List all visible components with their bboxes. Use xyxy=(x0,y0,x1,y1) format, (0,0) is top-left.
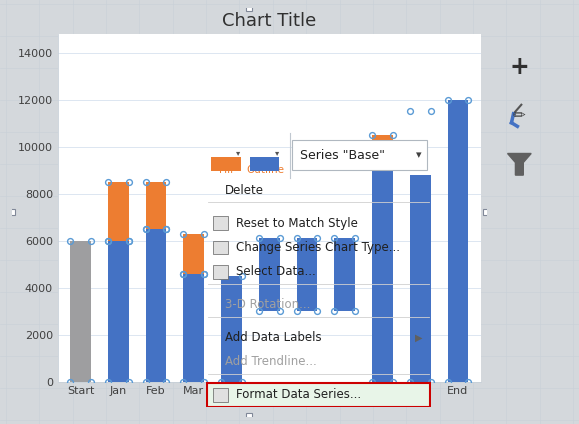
Bar xyxy=(214,265,228,279)
Bar xyxy=(250,157,279,171)
Text: +: + xyxy=(510,55,529,79)
Text: ▶: ▶ xyxy=(415,332,422,343)
Bar xyxy=(410,175,431,382)
Polygon shape xyxy=(508,153,531,175)
Bar xyxy=(214,388,228,402)
Bar xyxy=(372,135,393,165)
Bar xyxy=(221,276,242,382)
Text: Outline: Outline xyxy=(247,165,284,175)
Text: ✏: ✏ xyxy=(513,108,526,123)
Text: Format Data Series...: Format Data Series... xyxy=(236,388,361,402)
Bar xyxy=(108,241,129,382)
Text: Reset to Match Style: Reset to Match Style xyxy=(236,217,358,230)
Text: ▾: ▾ xyxy=(274,148,279,157)
Bar xyxy=(372,165,393,382)
Bar xyxy=(207,383,430,407)
Bar xyxy=(108,182,129,241)
Bar xyxy=(448,100,468,382)
Text: Change Series Chart Type...: Change Series Chart Type... xyxy=(236,241,400,254)
Text: 3-D Rotation...: 3-D Rotation... xyxy=(225,298,310,311)
Title: Chart Title: Chart Title xyxy=(222,11,316,30)
Bar xyxy=(184,234,204,273)
Bar xyxy=(146,182,166,229)
Bar xyxy=(296,238,317,311)
Text: ▾: ▾ xyxy=(416,150,422,160)
Text: Select Data...: Select Data... xyxy=(236,265,316,279)
Bar xyxy=(184,273,204,382)
Bar xyxy=(146,229,166,382)
Bar xyxy=(70,241,91,382)
Bar xyxy=(214,241,228,254)
Bar xyxy=(259,238,280,311)
Bar xyxy=(334,238,355,311)
Text: Add Trendline...: Add Trendline... xyxy=(225,355,317,368)
Text: Fill: Fill xyxy=(219,165,233,175)
Text: Series "Base": Series "Base" xyxy=(301,149,386,162)
Text: Add Data Labels: Add Data Labels xyxy=(225,331,321,344)
Bar xyxy=(211,157,240,171)
Text: ▾: ▾ xyxy=(236,148,240,157)
Bar xyxy=(214,216,228,230)
Bar xyxy=(292,140,427,170)
Text: Delete: Delete xyxy=(225,184,264,197)
Bar xyxy=(410,318,431,382)
